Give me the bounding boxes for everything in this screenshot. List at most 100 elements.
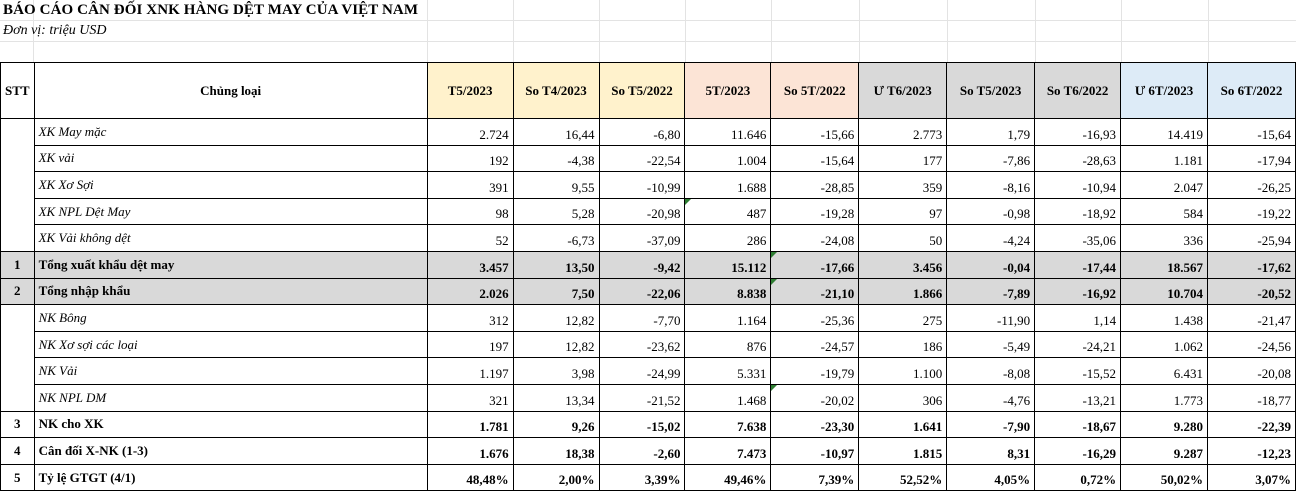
cell-value[interactable]: 3,07% (1206, 463, 1296, 492)
header-vs-6t-2022[interactable]: So 6T/2022 (1206, 62, 1296, 119)
cell-value[interactable]: 8,31 (946, 437, 1036, 465)
cell-value[interactable]: -19,79 (770, 357, 860, 385)
cell-value[interactable]: 52 (426, 224, 514, 252)
cell-value[interactable]: -7,86 (946, 144, 1036, 173)
cell-value[interactable]: -13,21 (1034, 383, 1122, 412)
cell-value[interactable]: -20,98 (598, 197, 686, 226)
cell-value[interactable]: 1.062 (1120, 330, 1208, 359)
cell-value[interactable]: -24,21 (1034, 330, 1122, 359)
cell-value[interactable]: 9.287 (1120, 437, 1208, 465)
cell-value[interactable]: -15,02 (598, 410, 686, 439)
cell-value[interactable]: -22,54 (598, 144, 686, 173)
cell-value[interactable]: 13,50 (512, 250, 600, 279)
cell-value[interactable]: 391 (426, 171, 514, 199)
cell-value[interactable]: -24,57 (770, 330, 860, 359)
row-stt[interactable]: 1 (0, 250, 35, 279)
row-name[interactable]: Tổng nhập khẩu (33, 277, 428, 306)
cell-value[interactable]: -15,64 (770, 144, 860, 173)
cell-value[interactable]: 186 (858, 330, 948, 359)
row-name[interactable]: NK Bông (33, 304, 428, 332)
cell-value[interactable]: -25,36 (770, 304, 860, 332)
row-name[interactable]: Cân đối X-NK (1-3) (33, 437, 428, 465)
header-vs-5t-2022[interactable]: So 5T/2022 (770, 62, 860, 119)
cell-value[interactable]: 359 (858, 171, 948, 199)
row-stt[interactable] (0, 331, 35, 358)
cell-value[interactable]: 97 (858, 197, 948, 226)
cell-value[interactable]: 1.181 (1120, 144, 1208, 173)
cell-value[interactable]: -23,62 (598, 330, 686, 359)
cell-value[interactable]: -21,10 (770, 277, 860, 306)
cell-value[interactable]: 12,82 (512, 330, 600, 359)
cell-value[interactable]: 1.773 (1120, 383, 1208, 412)
cell-value[interactable]: -17,94 (1206, 144, 1296, 173)
row-name[interactable]: NK Xơ sợi các loại (33, 330, 428, 359)
cell-value[interactable]: -5,49 (946, 330, 1036, 359)
row-stt[interactable] (0, 224, 35, 252)
row-name[interactable]: Tỷ lệ GTGT (4/1) (33, 463, 428, 492)
cell-value[interactable]: 2.047 (1120, 171, 1208, 199)
cell-value[interactable]: 5,28 (512, 197, 600, 226)
cell-value[interactable]: -0,98 (946, 197, 1036, 226)
cell-value[interactable]: 13,34 (512, 383, 600, 412)
row-name[interactable]: XK Xơ Sợi (33, 171, 428, 199)
cell-value[interactable]: -24,56 (1206, 330, 1296, 359)
cell-value[interactable]: -7,70 (598, 304, 686, 332)
cell-value[interactable]: -15,66 (770, 118, 860, 146)
cell-value[interactable]: 9,55 (512, 171, 600, 199)
cell-value[interactable]: -7,89 (946, 277, 1036, 306)
cell-value[interactable]: -6,73 (512, 224, 600, 252)
cell-value[interactable]: 2.026 (426, 277, 514, 306)
cell-value[interactable]: -26,25 (1206, 171, 1296, 199)
cell-value[interactable]: 1.815 (858, 437, 948, 465)
cell-value[interactable]: -16,29 (1034, 437, 1122, 465)
cell-value[interactable]: 9,26 (512, 410, 600, 439)
cell-value[interactable]: 177 (858, 144, 948, 173)
row-name[interactable]: Tổng xuất khẩu dệt may (33, 250, 428, 279)
cell-value[interactable]: -11,90 (946, 304, 1036, 332)
cell-value[interactable]: -21,47 (1206, 304, 1296, 332)
cell-value[interactable]: 7.473 (684, 437, 772, 465)
cell-value[interactable]: -20,08 (1206, 357, 1296, 385)
cell-value[interactable]: -18,92 (1034, 197, 1122, 226)
cell-value[interactable]: 1.468 (684, 383, 772, 412)
header-est-6t-2023[interactable]: Ư 6T/2023 (1120, 62, 1208, 119)
cell-value[interactable]: 286 (684, 224, 772, 252)
cell-value[interactable]: 3,39% (598, 463, 686, 492)
row-name[interactable]: XK Vải không dệt (33, 224, 428, 252)
cell-value[interactable]: 1.197 (426, 357, 514, 385)
header-vs-t4-2023[interactable]: So T4/2023 (512, 62, 600, 119)
cell-value[interactable]: 1,14 (1034, 304, 1122, 332)
cell-value[interactable]: 3.457 (426, 250, 514, 279)
header-vs-t5-2022[interactable]: So T5/2022 (598, 62, 686, 119)
cell-value[interactable]: 876 (684, 330, 772, 359)
cell-value[interactable]: 275 (858, 304, 948, 332)
cell-value[interactable]: 2.724 (426, 118, 514, 146)
header-t5-2023[interactable]: T5/2023 (426, 62, 514, 119)
cell-value[interactable]: -24,08 (770, 224, 860, 252)
cell-value[interactable]: -22,06 (598, 277, 686, 306)
header-stt[interactable]: STT (0, 62, 35, 119)
cell-value[interactable]: 14.419 (1120, 118, 1208, 146)
row-name[interactable]: XK NPL Dệt May (33, 197, 428, 226)
cell-value[interactable]: -35,06 (1034, 224, 1122, 252)
cell-value[interactable]: 18,38 (512, 437, 600, 465)
cell-value[interactable]: -10,97 (770, 437, 860, 465)
row-stt[interactable] (0, 357, 35, 385)
cell-value[interactable]: 15.112 (684, 250, 772, 279)
cell-value[interactable]: -15,64 (1206, 118, 1296, 146)
row-stt[interactable] (0, 198, 35, 225)
cell-value[interactable]: 7.638 (684, 410, 772, 439)
row-stt[interactable]: 4 (0, 437, 35, 465)
cell-value[interactable]: -4,24 (946, 224, 1036, 252)
cell-value[interactable]: -18,77 (1206, 383, 1296, 412)
cell-value[interactable]: -19,22 (1206, 197, 1296, 226)
cell-value[interactable]: -10,94 (1034, 171, 1122, 199)
row-name[interactable]: NK NPL DM (33, 383, 428, 412)
cell-value[interactable]: -8,16 (946, 171, 1036, 199)
cell-value[interactable]: 2,00% (512, 463, 600, 492)
cell-value[interactable]: 1,79 (946, 118, 1036, 146)
cell-value[interactable]: 50 (858, 224, 948, 252)
cell-value[interactable]: -2,60 (598, 437, 686, 465)
cell-value[interactable]: 4,05% (946, 463, 1036, 492)
cell-value[interactable]: 0,72% (1034, 463, 1122, 492)
